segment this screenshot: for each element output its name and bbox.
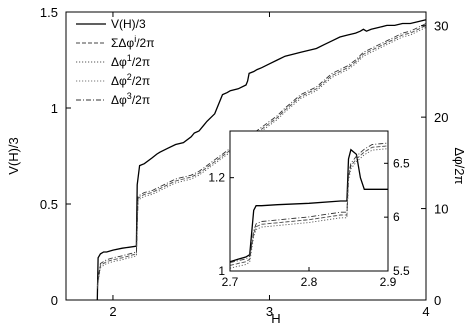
y-tick-label: 1 bbox=[51, 101, 58, 116]
legend-label-4: Δφ3/2π bbox=[111, 91, 150, 107]
y-axis-label: V(H)/3 bbox=[6, 137, 21, 175]
plot-frame bbox=[65, 11, 427, 301]
inset-y-tick-label: 1.2 bbox=[208, 171, 225, 185]
inset-y-tick-label: 1 bbox=[218, 264, 225, 278]
y-right-tick-label: 0 bbox=[434, 293, 441, 308]
y-tick-label: 1.5 bbox=[40, 5, 58, 20]
x-tick-label: 2 bbox=[109, 304, 116, 319]
inset-series-line-4 bbox=[229, 142, 389, 264]
x-tick-label: 3 bbox=[266, 304, 273, 319]
inset-plot: 2.7 2.8 2.9 1 1.2 5.5 6 6.5 bbox=[208, 130, 410, 289]
inset-x-tick-label: 2.9 bbox=[380, 275, 397, 289]
inset-y-right-tick-label: 6.5 bbox=[393, 156, 410, 170]
x-axis-label: H bbox=[271, 311, 280, 326]
y-right-tick-label: 10 bbox=[434, 202, 448, 217]
inset-y-right-tick-label: 6 bbox=[393, 210, 400, 224]
legend-label-1: ΣΔφi/2π bbox=[111, 34, 155, 50]
inset-series-line-1 bbox=[229, 145, 389, 266]
legend-label-3: Δφ2/2π bbox=[111, 72, 150, 88]
series-line-1 bbox=[96, 24, 427, 287]
series-line-0 bbox=[96, 19, 427, 301]
y-right-tick-label: 30 bbox=[434, 19, 448, 34]
y-right-tick-label: 20 bbox=[434, 110, 448, 125]
y-tick-label: 0.5 bbox=[40, 197, 58, 212]
inset-y-right-tick-label: 5.5 bbox=[393, 264, 410, 278]
y-right-axis-label: Δφ/2π bbox=[452, 148, 465, 185]
legend-label-2: Δφ1/2π bbox=[111, 53, 150, 69]
y-tick-label: 0 bbox=[51, 293, 58, 308]
inset-x-tick-label: 2.8 bbox=[301, 275, 318, 289]
inset-background bbox=[230, 131, 388, 271]
legend: V(H)/3 ΣΔφi/2π Δφ1/2π Δφ2/2π Δφ3/2π bbox=[76, 17, 155, 107]
legend-label-0: V(H)/3 bbox=[111, 17, 146, 31]
inset-x-tick-label: 2.7 bbox=[222, 275, 239, 289]
x-tick-label: 4 bbox=[422, 304, 429, 319]
